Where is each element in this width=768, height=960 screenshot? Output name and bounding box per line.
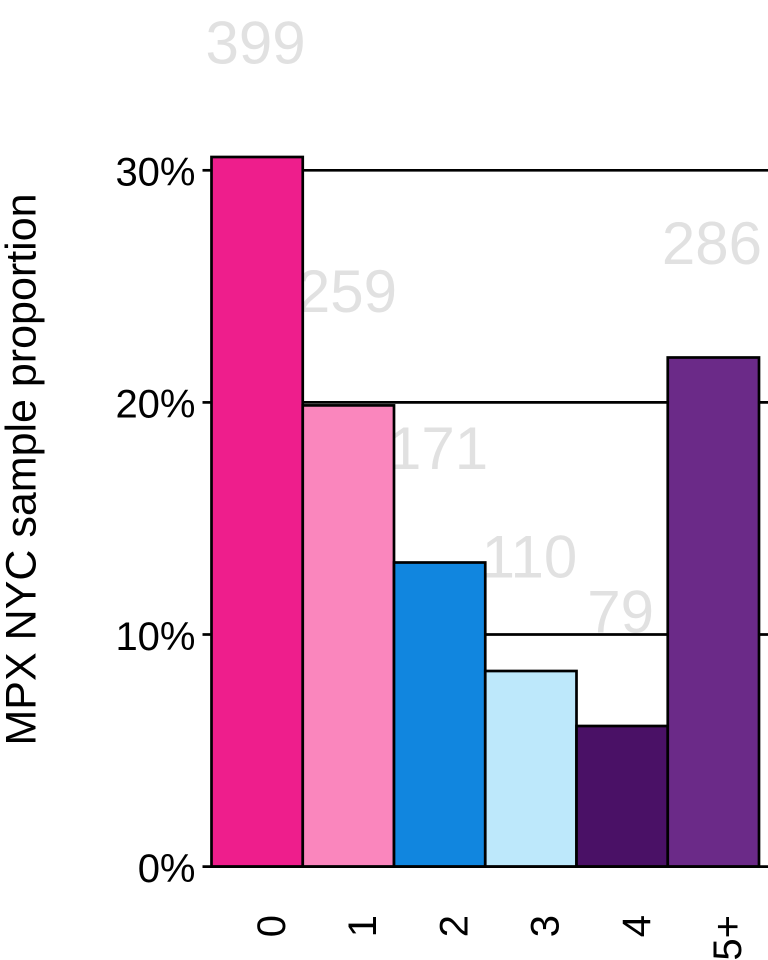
svg-text:171: 171 [388, 415, 488, 482]
svg-text:259: 259 [297, 258, 397, 325]
svg-text:2: 2 [432, 915, 476, 937]
svg-text:110: 110 [482, 523, 578, 590]
svg-text:10%: 10% [115, 615, 195, 659]
svg-text:30%: 30% [115, 151, 195, 195]
svg-text:0: 0 [250, 915, 294, 937]
svg-text:20%: 20% [115, 383, 195, 427]
svg-text:399: 399 [206, 9, 306, 76]
svg-text:1: 1 [341, 915, 385, 937]
svg-text:5+: 5+ [706, 915, 750, 960]
svg-text:0%: 0% [138, 847, 196, 891]
svg-text:3: 3 [524, 915, 568, 937]
svg-text:79: 79 [587, 578, 654, 645]
svg-text:MPX NYC sample proportion: MPX NYC sample proportion [0, 193, 46, 745]
svg-text:4: 4 [615, 915, 659, 937]
svg-text:286: 286 [662, 210, 762, 277]
